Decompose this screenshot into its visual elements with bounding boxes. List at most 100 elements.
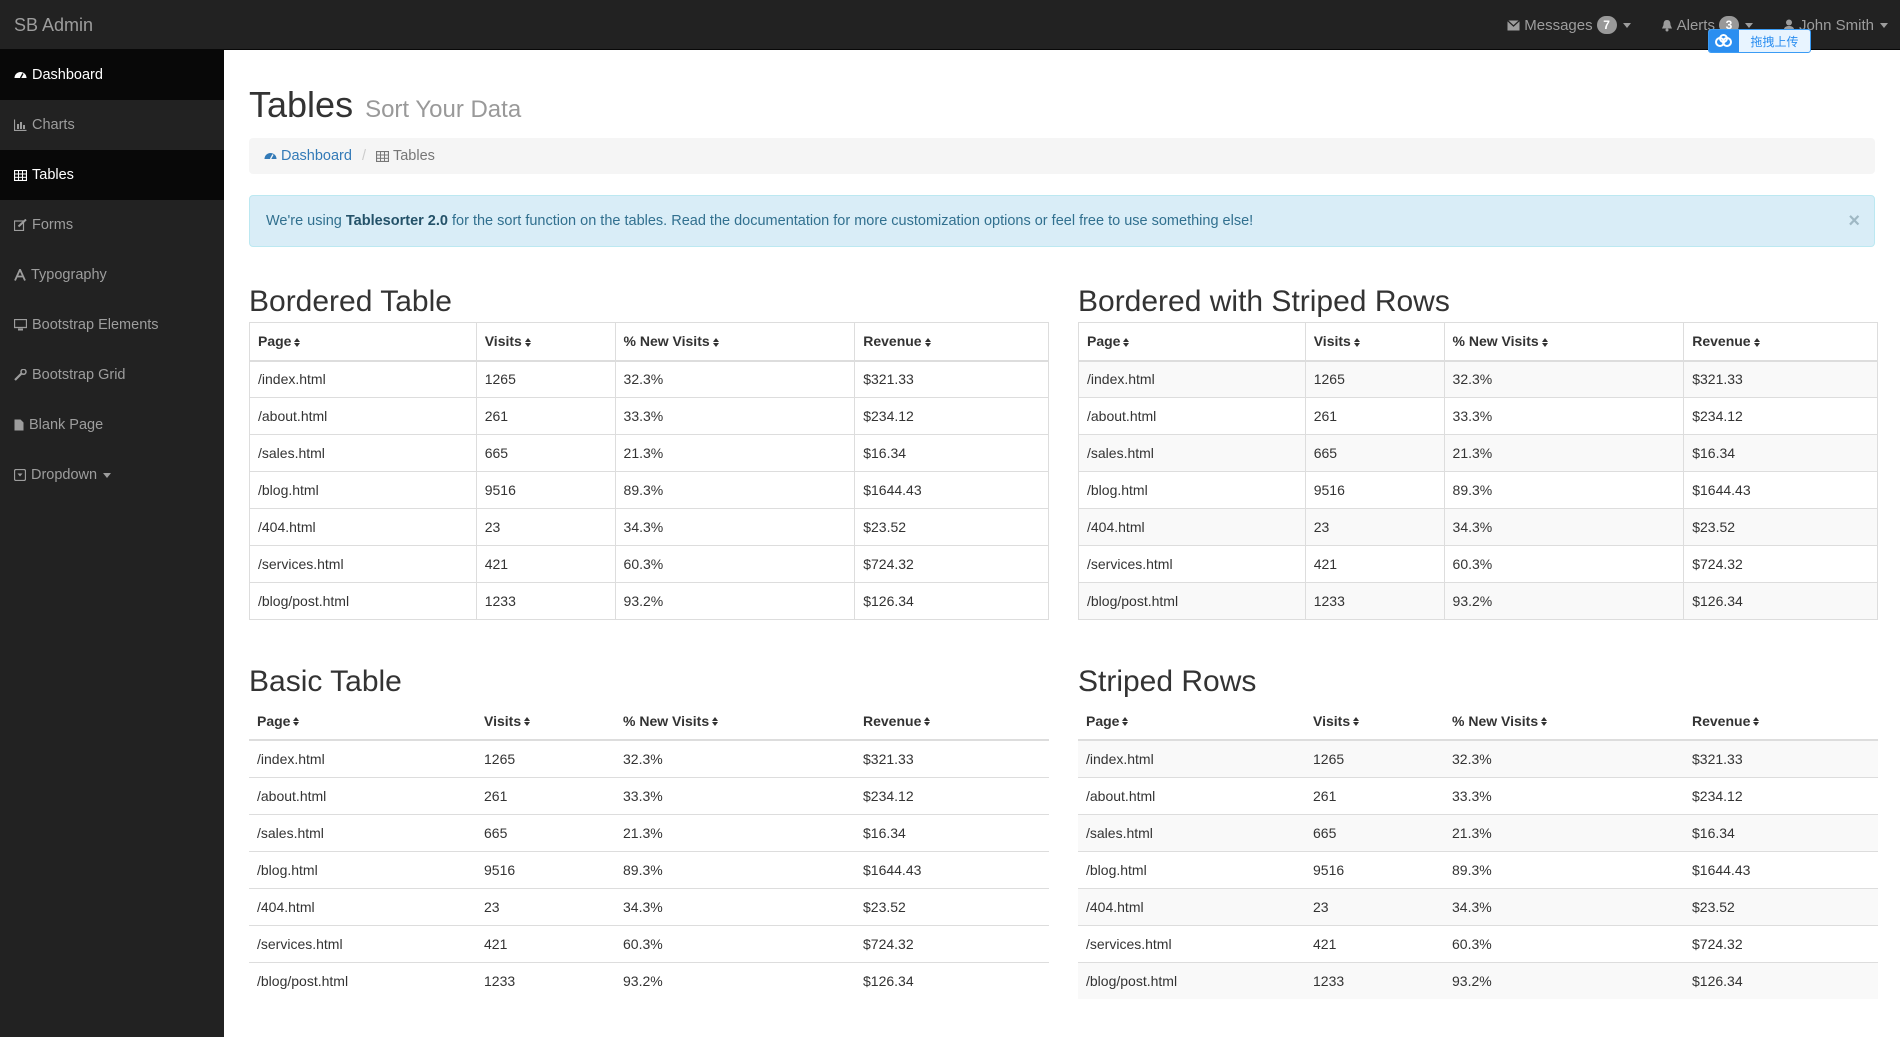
column-header-label: Revenue (1692, 712, 1751, 729)
table-cell: /index.html (1078, 360, 1306, 398)
brand-logo[interactable]: SB Admin (14, 15, 94, 35)
sortable-column-header[interactable]: Page (249, 322, 477, 362)
breadcrumb-dashboard-link[interactable]: Dashboard (264, 148, 352, 164)
table-cell: 23 (1305, 887, 1444, 925)
breadcrumb-active-label: Tables (392, 148, 435, 164)
table-row: /blog/post.html 1233 93.2% $126.34 (1078, 582, 1878, 620)
sidebar-item-bootstrap-elements[interactable]: Bootstrap Elements (0, 300, 224, 350)
caret-square-icon (14, 469, 26, 481)
table-cell: $724.32 (1683, 545, 1878, 583)
alert-tablesorter-link[interactable]: Tablesorter 2.0 (345, 213, 448, 229)
table-cell: $126.34 (855, 961, 1049, 999)
table-cell: $321.33 (1683, 360, 1878, 398)
table-cell: $23.52 (855, 887, 1049, 925)
table-cell: 32.3% (615, 739, 855, 777)
table-cell: /index.html (249, 739, 476, 777)
table-cell: 89.3% (615, 850, 855, 888)
table-cell: 33.3% (615, 776, 855, 814)
chevron-down-icon (1622, 22, 1631, 28)
sortable-column-header[interactable]: % New Visits (615, 702, 855, 741)
table-cell: 33.3% (1443, 397, 1684, 435)
table-cell: 1265 (1304, 360, 1445, 398)
table-cell: 33.3% (614, 397, 855, 435)
table-cell: 21.3% (614, 434, 855, 472)
sortable-column-header[interactable]: Visits (1304, 322, 1445, 362)
table-cell: 665 (1304, 434, 1445, 472)
sortable-column-header[interactable]: % New Visits (1443, 322, 1684, 362)
sidebar-item-dashboard[interactable]: Dashboard (0, 50, 224, 100)
bordered-striped-table-panel: Bordered with Striped Rows Page Visits % N… (1078, 282, 1878, 620)
sortable-column-header[interactable]: Page (249, 702, 476, 741)
sidebar-item-forms[interactable]: Forms (0, 200, 224, 250)
sidebar-item-typography[interactable]: Typography (0, 250, 224, 300)
sortable-column-header[interactable]: Visits (475, 322, 616, 362)
sortable-column-header[interactable]: Page (1078, 322, 1306, 362)
sortable-column-header[interactable]: Revenue (1684, 702, 1878, 741)
table-row: /index.html 1265 32.3% $321.33 (249, 739, 1049, 777)
table-cell: /sales.html (249, 434, 477, 472)
table-row: /blog.html 9516 89.3% $1644.43 (1078, 850, 1878, 888)
sort-icon (1541, 338, 1548, 348)
table-cell: /blog.html (249, 850, 476, 888)
breadcrumb-link-label: Dashboard (281, 148, 352, 164)
table-cell: 32.3% (1443, 360, 1684, 398)
messages-dropdown[interactable]: Messages 7 (1507, 16, 1631, 34)
sortable-column-header[interactable]: Page (1078, 702, 1305, 741)
table-cell: 32.3% (614, 360, 855, 398)
bar-chart-icon (14, 119, 27, 131)
table-cell: 60.3% (1444, 924, 1684, 962)
drag-upload-widget[interactable]: 拖拽上传 (1708, 29, 1811, 53)
table-row: /sales.html 665 21.3% $16.34 (1078, 434, 1878, 472)
table-row: /sales.html 665 21.3% $16.34 (249, 813, 1049, 851)
page-title: Tables (249, 84, 354, 125)
sidebar-item-blank-page[interactable]: Blank Page (0, 400, 224, 450)
dashboard-icon (264, 150, 277, 162)
table-cell: /sales.html (249, 813, 476, 851)
sidebar-item-bootstrap-grid[interactable]: Bootstrap Grid (0, 350, 224, 400)
column-header-label: % New Visits (623, 712, 710, 729)
sort-icon (1353, 717, 1360, 727)
close-icon[interactable]: × (1848, 210, 1860, 232)
sidebar-item-label: Dropdown (31, 467, 98, 483)
sortable-column-header[interactable]: Revenue (855, 702, 1049, 741)
sidebar-item-tables[interactable]: Tables (0, 150, 224, 200)
chevron-down-icon (1880, 22, 1888, 28)
table-cell: /blog.html (1078, 471, 1306, 509)
table-row: /blog/post.html 1233 93.2% $126.34 (249, 582, 1049, 620)
table-cell: 9516 (1304, 471, 1445, 509)
user-dropdown[interactable]: John Smith (1783, 17, 1888, 34)
sidebar-item-dropdown[interactable]: Dropdown (0, 450, 224, 500)
bordered-table-panel: Bordered Table Page Visits % New Visits Rev… (249, 282, 1049, 620)
sortable-column-header[interactable]: % New Visits (1444, 702, 1684, 741)
sortable-column-header[interactable]: Visits (1305, 702, 1444, 741)
sortable-column-header[interactable]: Revenue (854, 322, 1049, 362)
envelope-icon (1507, 19, 1521, 31)
breadcrumb-separator: / (361, 148, 366, 164)
table-cell: 665 (476, 813, 615, 851)
table-cell: 421 (476, 924, 615, 962)
main-content: Tables Sort Your Data Dashboard / Tables… (249, 50, 1878, 999)
alert-prefix: We're using (266, 213, 346, 229)
upload-widget-label: 拖拽上传 (1750, 34, 1799, 49)
column-header-label: Revenue (863, 712, 922, 729)
info-alert: We're using Tablesorter 2.0 for the sort… (249, 195, 1875, 247)
table-cell: 89.3% (1444, 850, 1684, 888)
sortable-column-header[interactable]: % New Visits (614, 322, 855, 362)
table-row: /services.html 421 60.3% $724.32 (249, 924, 1049, 962)
table-row: /services.html 421 60.3% $724.32 (1078, 924, 1878, 962)
table-cell: 23 (476, 887, 615, 925)
table-cell: 421 (1305, 924, 1444, 962)
table-cell: 9516 (1305, 850, 1444, 888)
sortable-column-header[interactable]: Visits (476, 702, 615, 741)
basic-table: Page Visits % New Visits Revenue/index.html… (249, 702, 1049, 999)
column-header-label: Visits (1313, 333, 1351, 350)
table-cell: 1265 (1305, 739, 1444, 777)
sortable-column-header[interactable]: Revenue (1683, 322, 1878, 362)
table-cell: 261 (475, 397, 616, 435)
table-header-row: Page Visits % New Visits Revenue (249, 322, 1049, 362)
column-header-label: % New Visits (623, 333, 710, 350)
table-cell: /services.html (1078, 924, 1305, 962)
table-cell: 1233 (1304, 582, 1445, 620)
sidebar-item-charts[interactable]: Charts (0, 100, 224, 150)
sort-icon (924, 338, 931, 348)
